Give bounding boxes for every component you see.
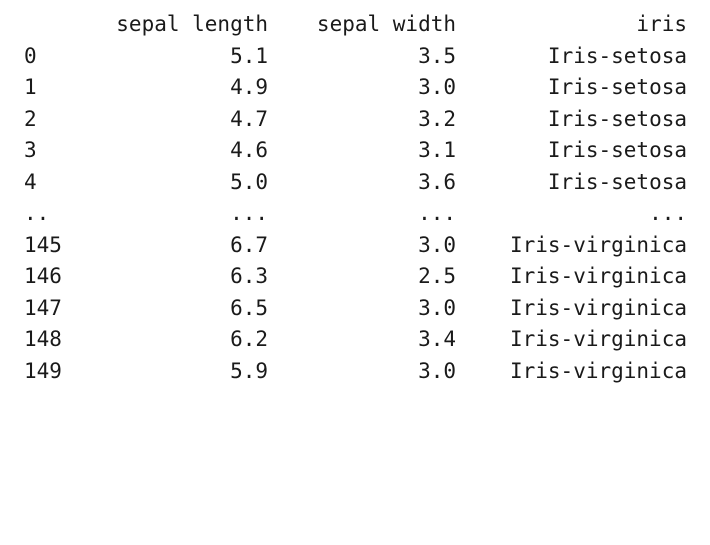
row-index: 2 <box>24 106 37 131</box>
row-index: 149 <box>24 358 62 383</box>
sepal-width-value: 3.0 <box>418 295 456 320</box>
iris-value: ... <box>649 201 687 225</box>
table-row: 1 4.9 3.0 Iris-setosa <box>0 72 710 104</box>
sepal-width-value: 3.2 <box>418 106 456 131</box>
sepal-length-value: 4.7 <box>230 106 268 131</box>
ellipsis-row: .. ... ... ... <box>0 198 710 230</box>
row-index: 1 <box>24 75 37 99</box>
sepal-length-value: 6.7 <box>230 232 268 257</box>
table-row: 148 6.2 3.4 Iris-virginica <box>0 324 710 356</box>
header-row: sepal length sepal width iris <box>0 9 710 41</box>
sepal-width-value: 3.0 <box>418 75 456 99</box>
sepal-width-value: ... <box>418 201 456 225</box>
sepal-length-value: ... <box>230 201 268 225</box>
column-header-iris: iris <box>636 12 687 36</box>
table-row: 4 5.0 3.6 Iris-setosa <box>0 167 710 199</box>
row-index: .. <box>24 201 50 225</box>
sepal-width-value: 2.5 <box>418 264 456 288</box>
column-header-sepal-width: sepal width <box>316 12 456 36</box>
row-index: 3 <box>24 138 37 162</box>
table-row: 145 6.7 3.0 Iris-virginica <box>0 230 710 262</box>
iris-value: Iris-virginica <box>509 232 687 257</box>
dataframe-output: sepal length sepal width iris 0 5.1 3.5 … <box>0 9 710 388</box>
sepal-length-value: 5.9 <box>230 358 268 383</box>
row-index: 4 <box>24 169 37 194</box>
sepal-length-value: 6.3 <box>230 264 268 288</box>
sepal-length-value: 5.0 <box>230 169 268 194</box>
sepal-length-value: 6.2 <box>230 327 268 351</box>
sepal-width-value: 3.4 <box>418 327 456 351</box>
row-index: 145 <box>24 232 62 257</box>
table-row: 2 4.7 3.2 Iris-setosa <box>0 104 710 136</box>
row-index: 146 <box>24 264 62 288</box>
table-row: 0 5.1 3.5 Iris-setosa <box>0 41 710 73</box>
table-row: 149 5.9 3.0 Iris-virginica <box>0 356 710 388</box>
table-row: 146 6.3 2.5 Iris-virginica <box>0 261 710 293</box>
sepal-width-value: 3.6 <box>418 169 456 194</box>
iris-value: Iris-setosa <box>547 138 687 162</box>
iris-value: Iris-virginica <box>509 327 687 351</box>
sepal-width-value: 3.0 <box>418 232 456 257</box>
sepal-width-value: 3.5 <box>418 43 456 68</box>
sepal-length-value: 5.1 <box>230 43 268 68</box>
sepal-length-value: 6.5 <box>230 295 268 320</box>
table-row: 3 4.6 3.1 Iris-setosa <box>0 135 710 167</box>
iris-value: Iris-setosa <box>547 169 687 194</box>
row-index: 147 <box>24 295 62 320</box>
iris-value: Iris-virginica <box>509 358 687 383</box>
row-index: 148 <box>24 327 62 351</box>
iris-value: Iris-virginica <box>509 295 687 320</box>
iris-value: Iris-setosa <box>547 106 687 131</box>
column-header-sepal-length: sepal length <box>116 12 268 36</box>
row-index: 0 <box>24 43 37 68</box>
sepal-length-value: 4.6 <box>230 138 268 162</box>
sepal-length-value: 4.9 <box>230 75 268 99</box>
sepal-width-value: 3.1 <box>418 138 456 162</box>
table-row: 147 6.5 3.0 Iris-virginica <box>0 293 710 325</box>
iris-value: Iris-setosa <box>547 75 687 99</box>
iris-value: Iris-setosa <box>547 43 687 68</box>
sepal-width-value: 3.0 <box>418 358 456 383</box>
iris-value: Iris-virginica <box>509 264 687 288</box>
